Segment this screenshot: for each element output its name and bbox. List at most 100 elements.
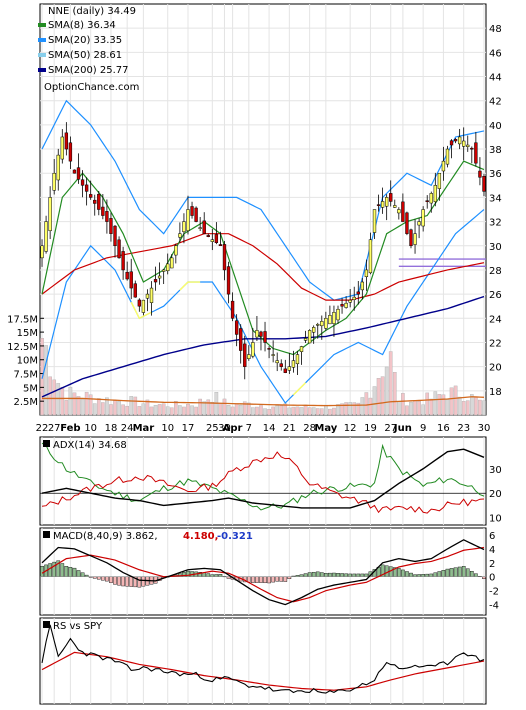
candle-body bbox=[299, 346, 304, 352]
candle-body bbox=[68, 142, 73, 162]
price-tick-label: 34 bbox=[489, 193, 502, 204]
candle-body bbox=[190, 206, 194, 216]
macd-histogram-bar bbox=[141, 576, 146, 587]
macd-tick-label: 4 bbox=[489, 545, 495, 556]
volume-bar bbox=[271, 406, 275, 416]
macd-title-part: -0.321 bbox=[217, 531, 253, 542]
macd-histogram-bar bbox=[109, 576, 113, 583]
candle-body bbox=[222, 244, 227, 271]
candle-body bbox=[352, 296, 356, 300]
candle-body bbox=[141, 299, 146, 313]
volume-bar bbox=[96, 398, 101, 416]
candle-body bbox=[174, 245, 178, 256]
candle-body bbox=[206, 235, 210, 237]
volume-bar bbox=[121, 404, 125, 416]
macd-histogram-bar bbox=[299, 574, 304, 577]
volume-bar bbox=[169, 407, 174, 416]
candle-body bbox=[194, 207, 198, 222]
price-legend: NNE (daily) 34.49 SMA(8) 36.34 SMA(20) 33.… bbox=[38, 6, 139, 93]
candle-body bbox=[198, 227, 202, 229]
volume-bar bbox=[202, 401, 207, 416]
candle-body bbox=[344, 302, 348, 308]
volume-bar bbox=[141, 403, 146, 416]
volume-bar bbox=[44, 345, 48, 416]
price-tick-label: 20 bbox=[489, 363, 502, 374]
macd-signal-line bbox=[41, 546, 485, 603]
volume-bar bbox=[425, 392, 430, 416]
macd-histogram-bar bbox=[465, 568, 470, 577]
volume-tick-label: 5M bbox=[23, 383, 38, 394]
macd-histogram-bar bbox=[332, 572, 336, 577]
volume-bar bbox=[259, 405, 263, 416]
rs-panel-frame bbox=[39, 617, 487, 705]
candle-body bbox=[397, 209, 401, 214]
macd-title-part: MACD(8,40,9) 3.862, bbox=[53, 531, 158, 542]
macd-histogram-bar bbox=[384, 565, 389, 577]
candle-body bbox=[401, 201, 405, 222]
volume-bar bbox=[133, 396, 138, 416]
volume-bar bbox=[157, 404, 162, 416]
candle-body bbox=[421, 209, 425, 227]
candle-body bbox=[84, 184, 89, 192]
volume-bar bbox=[242, 401, 247, 416]
volume-bar bbox=[421, 404, 425, 416]
volume-bar bbox=[222, 398, 227, 416]
volume-bar bbox=[60, 387, 65, 416]
candle-body bbox=[393, 205, 397, 208]
x-tick-label: 7 bbox=[246, 423, 252, 434]
x-tick-label: Feb bbox=[60, 423, 80, 434]
candle-body bbox=[214, 234, 219, 243]
bollinger-upper-line bbox=[41, 99, 485, 301]
volume-bar bbox=[88, 394, 93, 416]
candle-body bbox=[226, 266, 231, 295]
price-tick-label: 24 bbox=[489, 314, 502, 325]
macd-histogram-bar bbox=[40, 566, 44, 577]
watermark-text: OptionChance.com bbox=[44, 82, 139, 93]
volume-bar bbox=[401, 393, 405, 416]
candle-body bbox=[466, 144, 470, 147]
volume-bar bbox=[348, 402, 352, 416]
volume-bar bbox=[174, 400, 178, 416]
candle-body bbox=[287, 366, 292, 371]
candle-body bbox=[405, 212, 409, 234]
macd-histogram-bar bbox=[324, 573, 328, 577]
macd-histogram-bar bbox=[129, 576, 134, 587]
volume-bar bbox=[190, 405, 194, 416]
macd-histogram-bar bbox=[441, 570, 446, 577]
macd-histogram-bar bbox=[263, 576, 267, 584]
volume-bar bbox=[64, 400, 69, 416]
legend-label: SMA(50) 28.61 bbox=[48, 50, 122, 61]
macd-histogram-bar bbox=[287, 576, 292, 580]
candle-body bbox=[332, 312, 336, 324]
macd-histogram-bar bbox=[255, 576, 259, 583]
candle-body bbox=[324, 318, 328, 329]
macd-histogram-bar bbox=[206, 573, 211, 577]
price-tick-label: 44 bbox=[489, 73, 502, 84]
x-tick-label: 21 bbox=[283, 423, 296, 434]
candle-body bbox=[56, 154, 60, 181]
adx-tick-label: 10 bbox=[489, 514, 502, 525]
price-tick-label: 40 bbox=[489, 121, 502, 132]
candle-body bbox=[137, 299, 142, 307]
x-tick-label: 28 bbox=[303, 423, 316, 434]
volume-bar bbox=[149, 406, 154, 416]
candle-body bbox=[101, 206, 105, 216]
price-tick-label: 36 bbox=[489, 169, 502, 180]
x-tick-label: 25 bbox=[206, 423, 219, 434]
volume-bar bbox=[405, 405, 409, 416]
x-tick-label: 30 bbox=[218, 423, 231, 434]
macd-title-marker bbox=[43, 531, 50, 538]
macd-histogram-bar bbox=[68, 567, 73, 577]
candle-body bbox=[170, 257, 174, 269]
candle-body bbox=[433, 185, 437, 202]
volume-bar bbox=[356, 402, 361, 416]
macd-histogram-bar bbox=[60, 563, 65, 577]
macd-histogram-bar bbox=[348, 573, 352, 577]
volume-bar bbox=[291, 406, 296, 416]
adx-title-marker bbox=[43, 440, 50, 447]
volume-bar bbox=[413, 400, 417, 416]
candle-body bbox=[482, 176, 486, 192]
volume-bar bbox=[364, 392, 369, 416]
